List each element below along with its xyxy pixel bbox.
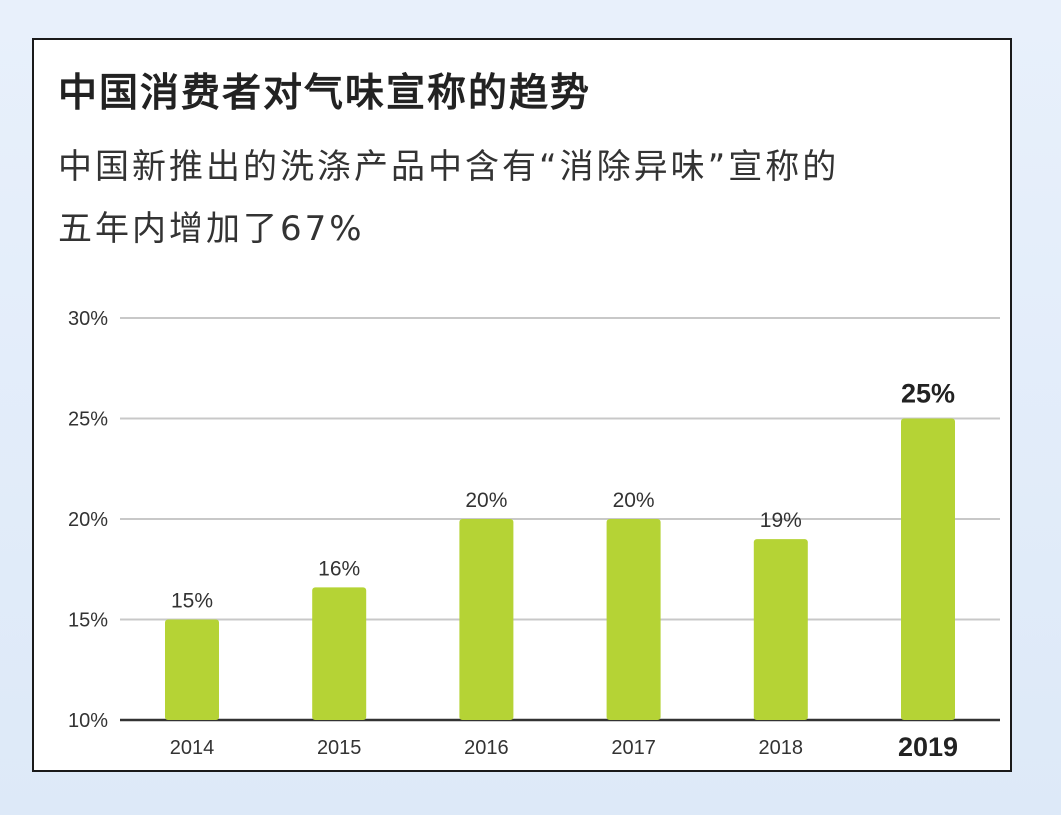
y-tick-label: 10% [68,710,108,732]
data-label: 16% [318,557,360,580]
bar [459,519,514,720]
x-tick-label: 2019 [898,732,958,762]
chart-card: 中国消费者对气味宣称的趋势 中国新推出的洗涤产品中含有“消除异味”宣称的 五年内… [32,38,1012,772]
y-tick-label: 15% [68,610,108,632]
x-tick-label: 2017 [611,737,656,759]
y-tick-label: 30% [68,308,108,330]
y-tick-label: 20% [68,509,108,531]
data-label: 20% [465,489,507,512]
chart-title: 中国消费者对气味宣称的趋势 [58,71,592,116]
bar [606,519,661,720]
bar [753,539,808,720]
bar-chart: 10% 15% 20% 25% 30% 15% 2014 16% 2015 20% 2016 20% 2… [68,308,1000,762]
x-tick-label: 2015 [317,737,362,759]
bar [312,587,367,720]
x-tick-label: 2018 [759,737,804,759]
subtitle-line-2: 五年内增加了67% [58,209,365,249]
data-label: 19% [760,509,802,532]
data-label: 20% [613,489,655,512]
bar [165,619,219,720]
x-tick-label: 2014 [170,737,215,759]
data-label: 15% [171,590,213,613]
x-tick-label: 2016 [464,737,509,759]
subtitle-line-1: 中国新推出的洗涤产品中含有“消除异味”宣称的 [58,147,840,187]
data-label: 25% [901,379,955,409]
y-tick-label: 25% [68,409,108,431]
bar [901,418,955,720]
chart-subtitle: 中国新推出的洗涤产品中含有“消除异味”宣称的 五年内增加了67% [58,136,998,260]
